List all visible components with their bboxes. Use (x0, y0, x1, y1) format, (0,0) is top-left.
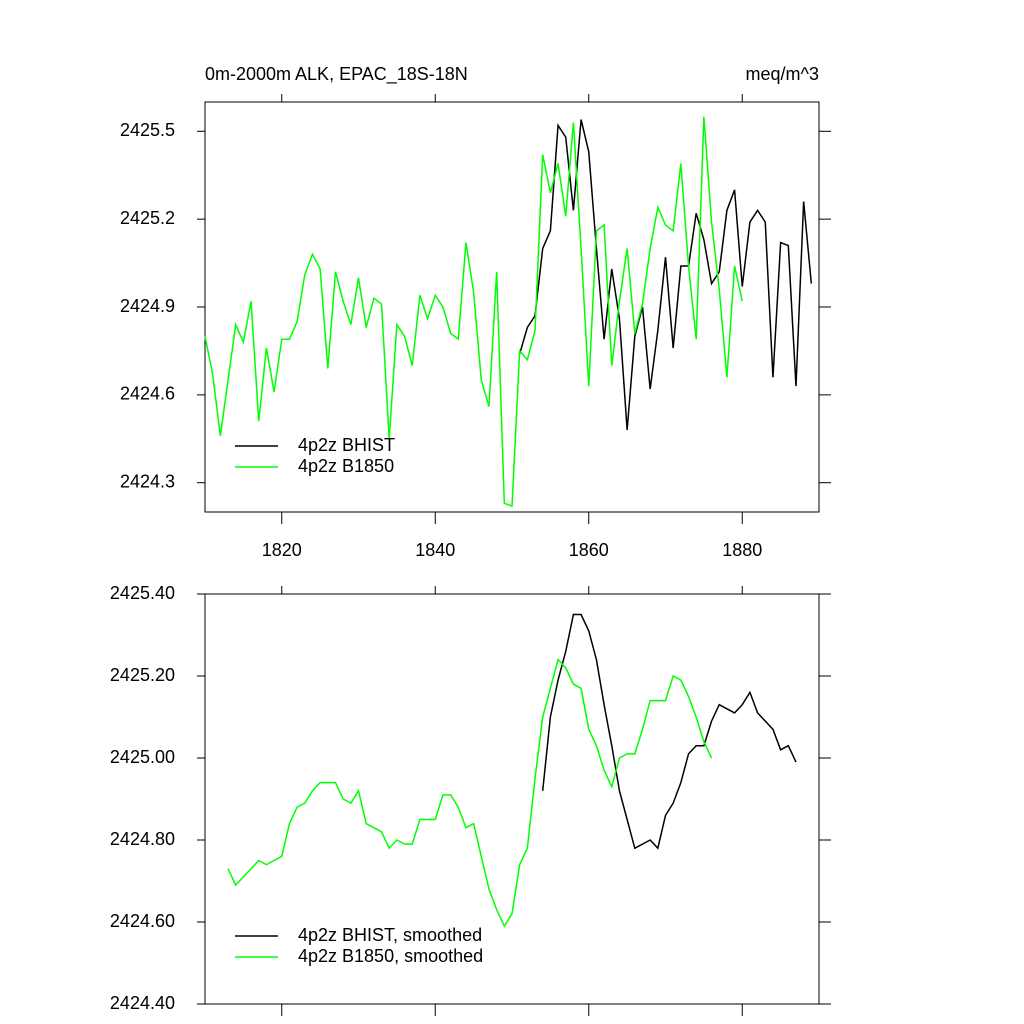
legend-label: 4p2z B1850 (298, 456, 394, 476)
legend-label: 4p2z BHIST (298, 435, 395, 455)
y-tick-label: 2424.6 (120, 384, 175, 404)
x-tick-label: 1840 (415, 540, 455, 560)
y-tick-label: 2425.40 (110, 583, 175, 603)
y-tick-label: 2425.20 (110, 665, 175, 685)
x-tick-label: 1820 (262, 540, 302, 560)
plot-frame (204, 593, 820, 1005)
y-tick-label: 2425.2 (120, 208, 175, 228)
y-tick-label: 2424.3 (120, 471, 175, 491)
series-line (518, 119, 813, 431)
x-tick-label: 1860 (569, 540, 609, 560)
chart-title: 0m-2000m ALK, EPAC_18S-18N (205, 64, 468, 85)
y-tick-label: 2425.5 (120, 120, 175, 140)
y-tick-label: 2424.9 (120, 296, 175, 316)
series-line (204, 116, 743, 508)
y-tick-label: 2424.80 (110, 829, 175, 849)
series-line (227, 658, 713, 928)
legend-label: 4p2z B1850, smoothed (298, 946, 483, 966)
x-tick-label: 1880 (722, 540, 762, 560)
units-label: meq/m^3 (746, 64, 819, 84)
y-tick-label: 2424.40 (110, 993, 175, 1013)
legend-label: 4p2z BHIST, smoothed (298, 925, 482, 945)
series-line (541, 613, 797, 850)
y-tick-label: 2424.60 (110, 911, 175, 931)
y-tick-label: 2425.00 (110, 747, 175, 767)
